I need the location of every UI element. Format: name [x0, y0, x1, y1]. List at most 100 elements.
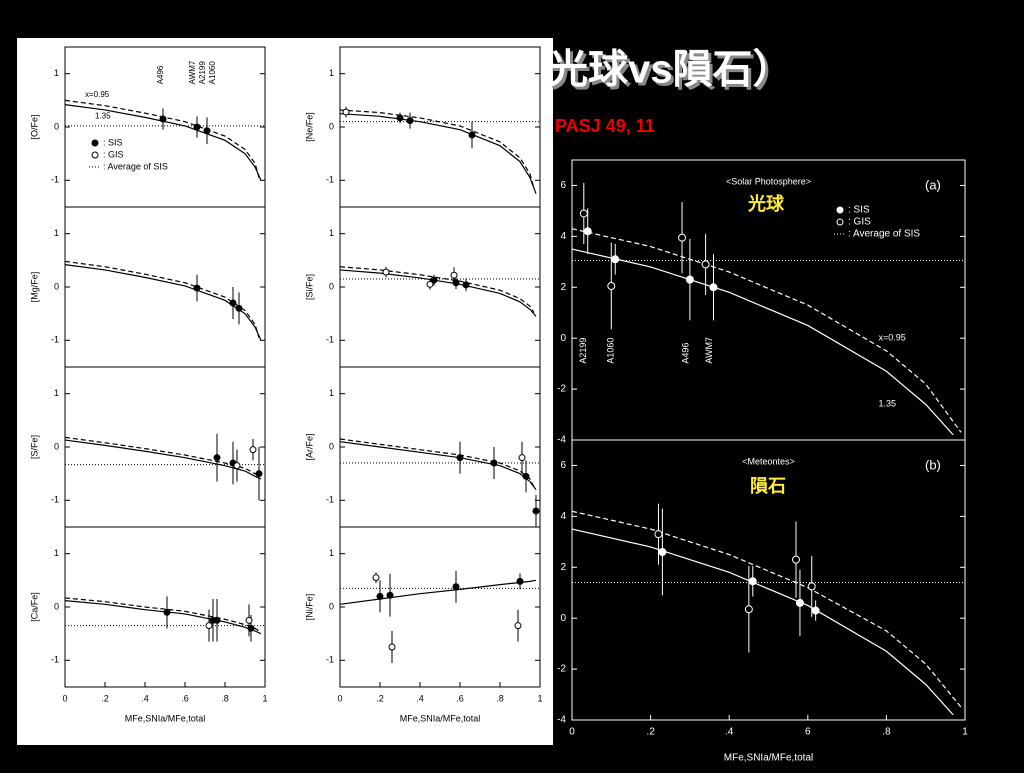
- data-point: [229, 299, 237, 307]
- data-point: [795, 598, 804, 607]
- y-tick-label: 0: [329, 281, 334, 291]
- curve: [339, 113, 537, 194]
- y-axis-label: [Mg/Fe]: [29, 272, 39, 303]
- y-tick-label: 1: [329, 228, 334, 238]
- x-tick-label: 1: [262, 693, 267, 703]
- data-point: [701, 260, 710, 269]
- legend-label: : Average of SIS: [848, 229, 920, 240]
- data-point: [213, 616, 221, 624]
- data-point: [744, 605, 753, 614]
- annotation: x=0.95: [879, 333, 906, 343]
- y-tick-label: 0: [329, 601, 334, 611]
- panel-letter: (b): [925, 457, 941, 472]
- title-shadow: 光球vs隕石）: [551, 51, 796, 95]
- data-point: [792, 555, 801, 564]
- x-tick-label: .4: [725, 727, 734, 738]
- x-tick-label: 1: [962, 727, 968, 738]
- curve: [571, 510, 962, 708]
- y-tick-label: 0: [54, 441, 59, 451]
- annotation: A2199: [578, 338, 588, 364]
- data-point: [372, 574, 380, 582]
- data-point: [249, 446, 257, 454]
- y-tick-label: -2: [557, 664, 566, 675]
- y-axis-label: [Ar/Fe]: [304, 433, 314, 460]
- y-axis-label: [Ca/Fe]: [29, 592, 39, 622]
- x-tick-label: 0: [569, 727, 575, 738]
- legend-label: : Average of SIS: [103, 161, 168, 171]
- legend-marker: [836, 218, 844, 226]
- y-tick-label: -2: [557, 384, 566, 395]
- data-point: [213, 454, 221, 462]
- curve: [64, 436, 260, 477]
- plot-background: [572, 440, 965, 720]
- y-axis-label: [O/Fe]: [29, 114, 39, 139]
- data-point: [386, 591, 394, 599]
- y-tick-label: 1: [54, 548, 59, 558]
- curve: [339, 579, 537, 605]
- data-point: [396, 114, 404, 122]
- y-tick-label: -4: [557, 435, 566, 446]
- data-point: [406, 117, 414, 125]
- y-axis-label: [Ne/Fe]: [304, 112, 314, 142]
- data-point: [205, 622, 213, 630]
- data-point: [611, 255, 620, 264]
- data-point: [452, 583, 460, 591]
- data-point: [518, 454, 526, 462]
- data-point: [450, 271, 458, 279]
- annotation: AWM7: [188, 60, 197, 84]
- y-tick-label: 0: [54, 281, 59, 291]
- annotation: 1.35: [95, 111, 111, 120]
- legend-label: : SIS: [103, 137, 123, 147]
- panel-header: <Meteontes>: [742, 456, 795, 466]
- y-tick-label: 6: [560, 180, 566, 191]
- y-tick-label: 0: [54, 121, 59, 131]
- data-point: [235, 304, 243, 312]
- data-point: [203, 127, 211, 135]
- data-point: [193, 284, 201, 292]
- data-point: [748, 577, 757, 586]
- y-tick-label: 4: [560, 231, 566, 242]
- y-tick-label: 1: [54, 228, 59, 238]
- legend-marker: [91, 151, 99, 159]
- data-point: [163, 608, 171, 616]
- data-point: [811, 606, 820, 615]
- y-tick-label: 0: [560, 613, 566, 624]
- x-axis-label: MFe,SNIa/MFe,total: [724, 753, 813, 764]
- data-point: [468, 131, 476, 139]
- x-tick-label: 1: [537, 693, 542, 703]
- panel-header: <Solar Photosphere>: [726, 176, 811, 186]
- curve: [339, 441, 537, 491]
- curve: [64, 260, 260, 338]
- y-tick-label: 1: [54, 388, 59, 398]
- y-tick-label: -1: [51, 175, 59, 185]
- y-tick-label: 0: [560, 333, 566, 344]
- x-tick-label: 6: [805, 727, 811, 738]
- slide-title: 光球vs隕石）: [548, 48, 793, 92]
- x-tick-label: .8: [496, 693, 504, 703]
- data-point: [532, 507, 540, 515]
- data-point: [376, 592, 384, 600]
- x-tick-label: .2: [646, 727, 655, 738]
- x-tick-label: .2: [101, 693, 109, 703]
- y-tick-label: 0: [329, 441, 334, 451]
- data-point: [654, 530, 663, 539]
- annotation: A1060: [606, 338, 616, 364]
- data-point: [709, 283, 718, 292]
- data-point: [490, 459, 498, 467]
- y-tick-label: -1: [326, 335, 334, 345]
- data-point: [583, 227, 592, 236]
- y-axis-label: [S/Fe]: [29, 435, 39, 459]
- data-point: [462, 281, 470, 289]
- legend-label: : SIS: [848, 205, 870, 216]
- plot-frame: [571, 439, 966, 721]
- x-tick-label: .4: [416, 693, 424, 703]
- annotation: A496: [680, 343, 690, 364]
- y-tick-label: -4: [557, 715, 566, 726]
- curve: [64, 99, 260, 178]
- y-tick-label: 6: [560, 460, 566, 471]
- x-tick-label: .6: [456, 693, 464, 703]
- y-tick-label: -1: [51, 335, 59, 345]
- x-axis-label: MFe,SNIa/MFe,total: [125, 713, 206, 723]
